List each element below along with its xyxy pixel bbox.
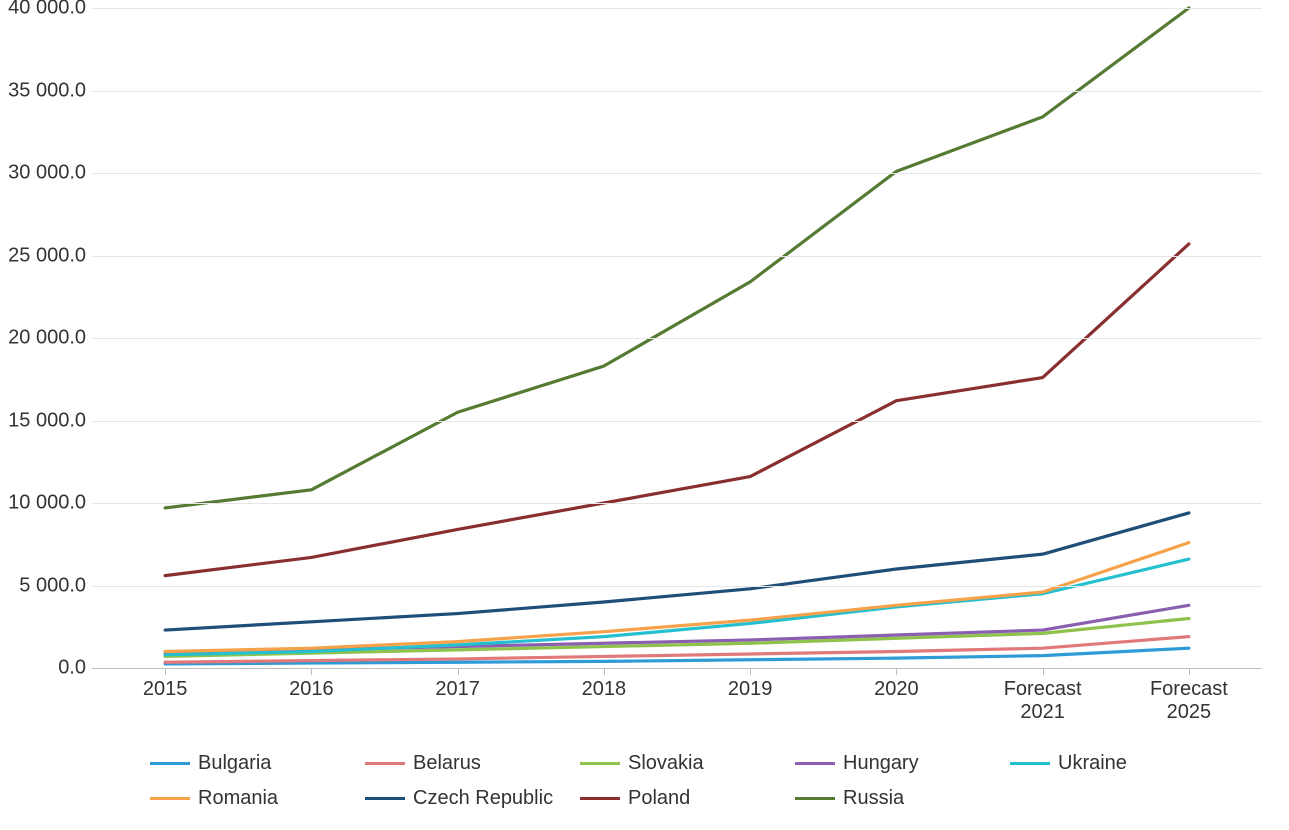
y-tick-label: 20 000.0 xyxy=(8,327,92,350)
y-tick-label: 10 000.0 xyxy=(8,492,92,515)
x-tick-label: Forecast 2025 xyxy=(1150,668,1228,724)
x-tick-label: 2016 xyxy=(289,668,334,701)
legend-label: Poland xyxy=(628,787,690,810)
legend-swatch xyxy=(150,762,190,765)
plot-area: 0.05 000.010 000.015 000.020 000.025 000… xyxy=(92,8,1262,668)
y-tick-label: 40 000.0 xyxy=(8,0,92,20)
legend-item: Russia xyxy=(795,787,1010,810)
chart-legend: Bulgaria Belarus Slovakia Hungary Ukraine Rom… xyxy=(150,752,1250,810)
legend-item: Ukraine xyxy=(1010,752,1225,775)
y-tick-label: 15 000.0 xyxy=(8,409,92,432)
legend-item: Bulgaria xyxy=(150,752,365,775)
legend-swatch xyxy=(795,762,835,765)
legend-swatch xyxy=(1010,762,1050,765)
line-chart: 0.0 5 000.0 10 000.0 15 000.0 20 000.0 25 000… xyxy=(0,0,1289,830)
legend-item: Slovakia xyxy=(580,752,795,775)
gridline xyxy=(92,421,1262,422)
legend-label: Russia xyxy=(843,787,904,810)
gridline xyxy=(92,91,1262,92)
series-line xyxy=(165,244,1189,576)
legend-label: Ukraine xyxy=(1058,752,1127,775)
gridline xyxy=(92,338,1262,339)
legend-label: Hungary xyxy=(843,752,919,775)
gridline xyxy=(92,503,1262,504)
legend-swatch xyxy=(365,797,405,800)
x-tick-label: 2018 xyxy=(582,668,627,701)
gridline xyxy=(92,8,1262,9)
y-tick-label: 30 000.0 xyxy=(8,162,92,185)
series-line xyxy=(165,513,1189,630)
legend-swatch xyxy=(795,797,835,800)
legend-swatch xyxy=(580,762,620,765)
y-tick-label: 0.0 xyxy=(58,657,92,680)
legend-swatch xyxy=(365,762,405,765)
gridline xyxy=(92,668,1262,669)
y-tick-label: 5 000.0 xyxy=(19,574,92,597)
series-line xyxy=(165,8,1189,508)
legend-label: Czech Republic xyxy=(413,787,553,810)
gridline xyxy=(92,586,1262,587)
x-tick-label: 2017 xyxy=(435,668,480,701)
x-tick-label: 2015 xyxy=(143,668,188,701)
legend-item: Hungary xyxy=(795,752,1010,775)
x-tick-label: 2020 xyxy=(874,668,919,701)
legend-label: Bulgaria xyxy=(198,752,271,775)
legend-item: Czech Republic xyxy=(365,787,580,810)
legend-label: Romania xyxy=(198,787,278,810)
gridline xyxy=(92,256,1262,257)
legend-item: Romania xyxy=(150,787,365,810)
y-tick-label: 25 000.0 xyxy=(8,244,92,267)
x-tick-label: Forecast 2021 xyxy=(1004,668,1082,724)
legend-swatch xyxy=(580,797,620,800)
legend-swatch xyxy=(150,797,190,800)
legend-label: Slovakia xyxy=(628,752,704,775)
x-tick-label: 2019 xyxy=(728,668,773,701)
legend-item: Poland xyxy=(580,787,795,810)
y-tick-label: 35 000.0 xyxy=(8,79,92,102)
legend-item: Belarus xyxy=(365,752,580,775)
legend-label: Belarus xyxy=(413,752,481,775)
gridline xyxy=(92,173,1262,174)
